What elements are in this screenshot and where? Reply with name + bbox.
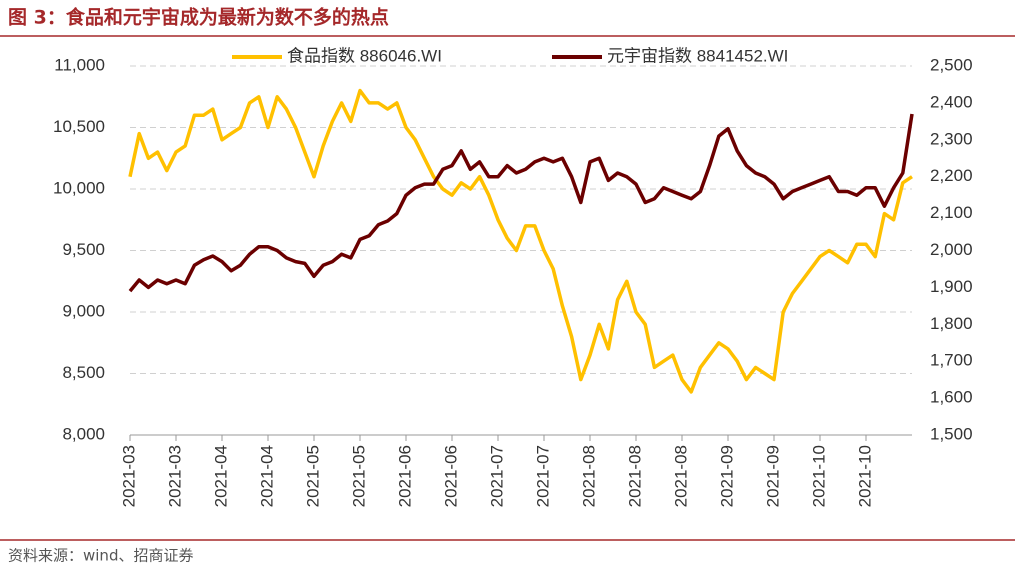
- y-tick-label: 8,500: [62, 363, 105, 382]
- x-tick-label: 2021-07: [533, 445, 552, 507]
- y2-tick-label: 1,700: [930, 351, 973, 370]
- x-tick-label: 2021-07: [487, 445, 506, 507]
- x-tick-label: 2021-06: [395, 445, 414, 507]
- x-tick-label: 2021-08: [579, 445, 598, 507]
- y2-tick-label: 2,200: [930, 166, 973, 185]
- y-tick-label: 10,500: [53, 117, 105, 136]
- y-tick-label: 9,000: [62, 301, 105, 320]
- y2-tick-label: 1,500: [930, 424, 973, 443]
- x-tick-label: 2021-09: [717, 445, 736, 507]
- y2-tick-label: 1,800: [930, 314, 973, 333]
- series-line: [128, 113, 914, 293]
- y-tick-label: 10,000: [53, 178, 105, 197]
- x-tick-label: 2021-09: [763, 445, 782, 507]
- x-tick-label: 2021-10: [809, 445, 828, 507]
- y2-tick-label: 2,000: [930, 240, 973, 259]
- x-tick-label: 2021-08: [671, 445, 690, 507]
- y2-tick-label: 2,300: [930, 129, 973, 148]
- x-tick-label: 2021-06: [441, 445, 460, 507]
- x-tick-label: 2021-05: [349, 445, 368, 507]
- y2-tick-label: 2,100: [930, 203, 973, 222]
- legend-label: 元宇宙指数 8841452.WI: [607, 46, 788, 65]
- y-tick-label: 9,500: [62, 240, 105, 259]
- x-tick-label: 2021-03: [119, 445, 138, 507]
- legend-label: 食品指数 886046.WI: [287, 46, 442, 65]
- x-tick-label: 2021-04: [257, 445, 276, 507]
- y2-tick-label: 1,900: [930, 277, 973, 296]
- x-tick-label: 2021-10: [855, 445, 874, 507]
- y2-tick-label: 2,500: [930, 55, 973, 74]
- series-line: [128, 88, 913, 394]
- y2-tick-label: 2,400: [930, 92, 973, 111]
- y-tick-label: 11,000: [54, 55, 105, 74]
- x-tick-label: 2021-03: [165, 445, 184, 507]
- chart-title: 图 3：食品和元宇宙成为最新为数不多的热点: [8, 6, 389, 29]
- x-tick-label: 2021-04: [211, 445, 230, 507]
- x-tick-label: 2021-08: [625, 445, 644, 507]
- y2-tick-label: 1,600: [930, 388, 973, 407]
- y-tick-label: 8,000: [62, 424, 105, 443]
- x-tick-label: 2021-05: [303, 445, 322, 507]
- source: 资料来源：wind、招商证券: [8, 547, 193, 565]
